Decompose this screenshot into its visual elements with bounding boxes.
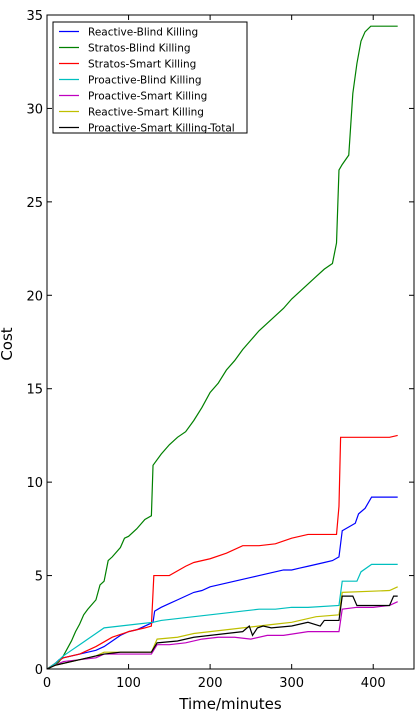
legend-label-1: Reactive-Blind Killing [88, 27, 198, 39]
y-tick-label: 10 [26, 476, 43, 491]
x-axis-label: Time/minutes [178, 695, 282, 711]
legend: Reactive-Blind Killing Stratos-Blind Kill… [52, 21, 248, 135]
y-tick-label: 20 [26, 289, 43, 304]
y-axis-label: Cost [0, 327, 16, 360]
x-tick-label: 100 [116, 676, 141, 691]
series-layer [46, 25, 398, 670]
y-tick-label: 15 [26, 383, 43, 398]
legend-label-6: Reactive-Smart Killing [88, 107, 204, 119]
y-tick-label: 25 [26, 196, 43, 211]
series-line-2 [46, 25, 398, 670]
legend-label-4: Proactive-Blind Killing [88, 75, 202, 87]
legend-label-3: Stratos-Smart Killing [88, 59, 196, 71]
legend-label-5: Proactive-Smart Killing [88, 91, 207, 103]
y-tick-label: 35 [26, 9, 43, 24]
x-tick-label: 0 [43, 676, 51, 691]
x-tick-label: 300 [279, 676, 304, 691]
axes-frame [46, 14, 415, 670]
series-line-5 [46, 601, 398, 670]
y-tick-label: 5 [35, 570, 43, 585]
series-line-3 [46, 434, 398, 670]
x-tick-label: 200 [198, 676, 223, 691]
x-tick-label: 400 [361, 676, 386, 691]
legend-box [52, 21, 248, 134]
series-line-1 [46, 496, 398, 670]
y-tick-label: 0 [35, 663, 43, 678]
legend-label-2: Stratos-Blind Killing [88, 43, 191, 55]
y-tick-label: 30 [26, 102, 43, 117]
series-line-4 [46, 563, 398, 670]
series-line-7 [46, 595, 398, 670]
legend-label-7: Proactive-Smart Killing-Total [88, 123, 235, 135]
axes-layer: 0 100 200 300 400 0 5 10 15 20 25 30 35 [26, 9, 415, 691]
